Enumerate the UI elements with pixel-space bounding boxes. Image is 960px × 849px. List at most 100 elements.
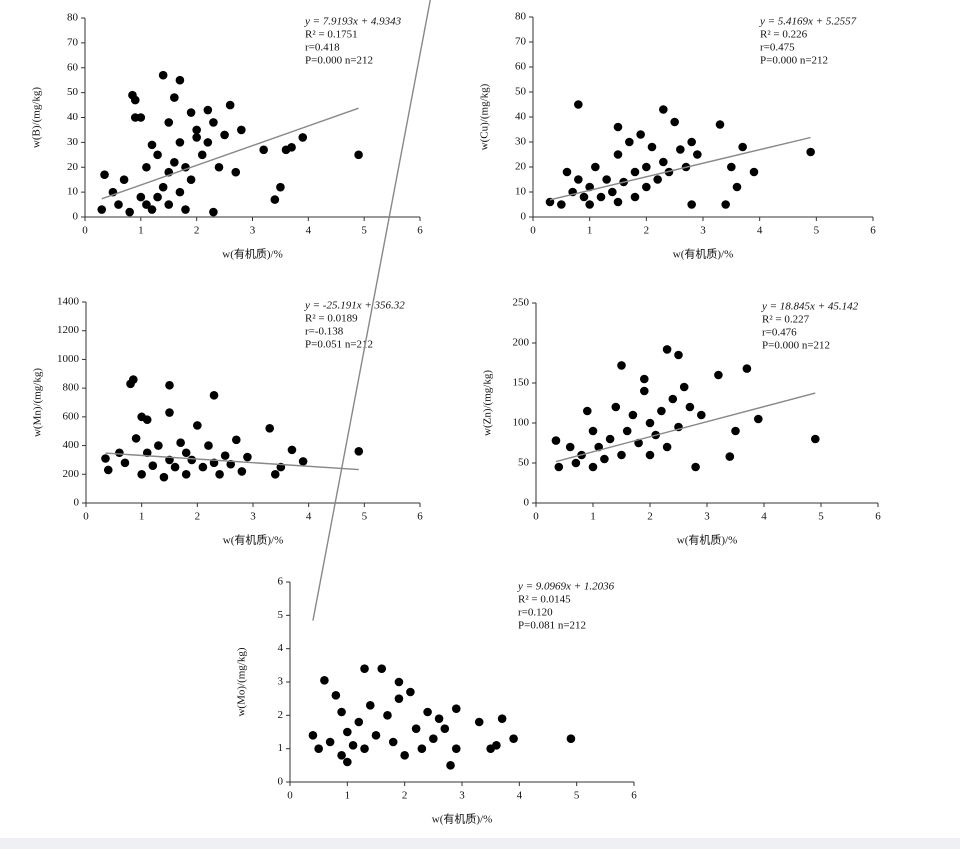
point	[806, 147, 815, 157]
point	[509, 734, 518, 743]
fit-stat: r=0.476	[762, 327, 797, 339]
point	[645, 450, 655, 460]
point	[585, 200, 594, 209]
point	[136, 192, 146, 202]
point	[270, 469, 280, 479]
point	[158, 70, 168, 80]
point	[474, 717, 484, 727]
point	[588, 426, 598, 436]
point	[588, 462, 598, 472]
x-tick-label: 2	[195, 511, 201, 523]
point	[451, 704, 461, 713]
fit-stat: r=0.418	[305, 42, 340, 54]
point	[360, 664, 369, 673]
point	[714, 370, 723, 380]
point	[622, 426, 632, 436]
point	[693, 150, 702, 159]
point	[811, 434, 820, 444]
x-tick-label: 3	[459, 790, 465, 802]
point	[159, 472, 169, 482]
point	[337, 751, 346, 760]
point	[153, 192, 162, 202]
point	[636, 130, 645, 139]
fit-stat: P=0.000 n=212	[762, 340, 830, 352]
point	[662, 345, 672, 354]
point	[164, 200, 174, 209]
point	[337, 707, 346, 717]
point	[574, 175, 583, 184]
y-tick-label: 600	[63, 410, 80, 422]
point	[630, 167, 640, 177]
point	[630, 192, 640, 202]
y-tick-label: 150	[513, 377, 530, 389]
x-tick-label: 6	[870, 225, 876, 237]
fit-stat: P=0.081 n=212	[518, 620, 586, 632]
fit-stat: R² = 0.227	[762, 314, 810, 326]
point	[596, 192, 606, 202]
point	[602, 175, 611, 184]
point	[617, 450, 626, 460]
point	[554, 462, 564, 472]
y-axis-label: w(Mn)/(mg/kg)	[32, 368, 44, 437]
point	[600, 454, 609, 464]
point	[574, 100, 583, 109]
point	[608, 187, 617, 197]
x-tick-label: 3	[250, 225, 256, 237]
fit-equation: y = 5.4169x + 5.2557	[759, 16, 857, 28]
x-tick-label: 5	[818, 511, 824, 523]
point	[209, 207, 218, 217]
x-tick-label: 6	[875, 511, 881, 523]
point	[220, 451, 230, 460]
point	[662, 442, 672, 452]
point	[625, 137, 634, 147]
point	[125, 207, 134, 217]
point	[215, 469, 224, 479]
point	[394, 677, 404, 687]
point	[640, 374, 649, 384]
point	[101, 454, 110, 463]
y-tick-label: 0	[278, 776, 284, 788]
y-tick-label: 50	[518, 457, 530, 469]
point	[343, 727, 352, 737]
point	[343, 757, 352, 767]
x-tick-label: 1	[345, 790, 351, 802]
x-tick-label: 0	[530, 225, 536, 237]
x-tick-label: 2	[644, 225, 650, 237]
point	[725, 452, 735, 461]
point	[259, 145, 268, 155]
point	[237, 467, 247, 476]
point	[653, 175, 662, 184]
point	[492, 741, 501, 750]
point	[187, 455, 197, 465]
point	[571, 458, 581, 468]
point	[170, 93, 179, 102]
point	[423, 707, 432, 717]
point	[130, 95, 140, 105]
y-tick-label: 0	[73, 211, 79, 223]
y-axis-label: w(Zn)/(mg/kg)	[482, 370, 494, 436]
x-axis-label: w(有机质)/%	[673, 247, 734, 261]
fit-stat: R² = 0.1751	[305, 29, 358, 41]
point	[611, 402, 621, 412]
point	[331, 691, 341, 700]
y-tick-label: 60	[67, 61, 79, 73]
point	[270, 195, 280, 204]
point	[360, 744, 369, 753]
point	[154, 441, 163, 450]
point	[198, 462, 208, 472]
point	[314, 744, 323, 753]
fit-stat: r=-0.138	[305, 326, 344, 338]
point	[181, 448, 191, 458]
point	[203, 138, 213, 147]
x-tick-label: 2	[402, 790, 408, 802]
y-tick-label: 30	[515, 136, 527, 148]
x-tick-label: 6	[417, 511, 423, 523]
fit-equation: y = 18.845x + 45.142	[761, 301, 859, 313]
point	[628, 410, 638, 420]
point	[738, 142, 747, 152]
point	[287, 143, 296, 152]
point	[446, 761, 455, 770]
y-tick-label: 60	[515, 61, 527, 73]
point	[192, 125, 201, 135]
y-tick-label: 0	[74, 497, 80, 509]
